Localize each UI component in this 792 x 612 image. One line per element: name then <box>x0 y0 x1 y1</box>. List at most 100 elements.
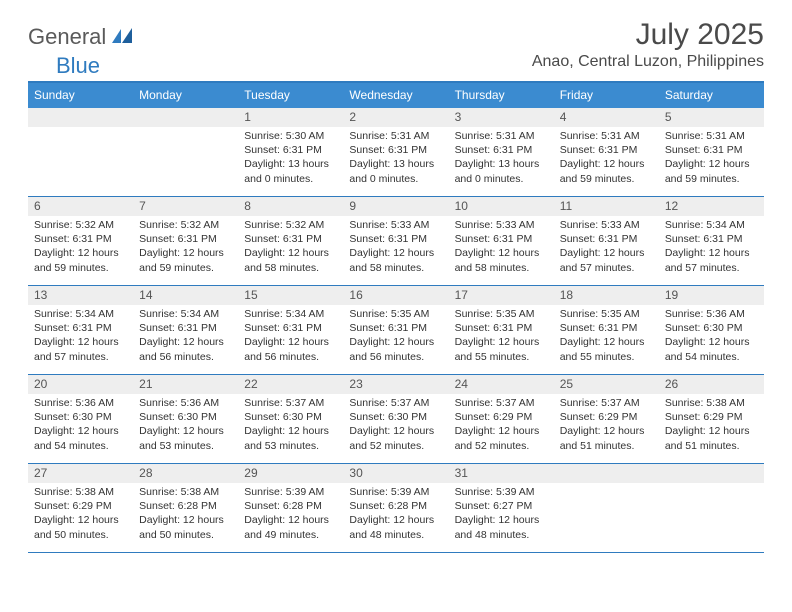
sunset-line: Sunset: 6:31 PM <box>349 321 442 335</box>
sunset-value: 6:27 PM <box>493 500 532 512</box>
sunset-value: 6:31 PM <box>493 233 532 245</box>
sunset-line: Sunset: 6:31 PM <box>139 321 232 335</box>
day-cell: 15Sunrise: 5:34 AMSunset: 6:31 PMDayligh… <box>238 286 343 374</box>
sunset-label: Sunset: <box>455 322 491 334</box>
sunset-value: 6:31 PM <box>388 144 427 156</box>
day-number: 9 <box>343 197 448 216</box>
title-block: July 2025 Anao, Central Luzon, Philippin… <box>532 18 764 71</box>
daylight-label: Daylight: <box>665 158 706 170</box>
sunrise-label: Sunrise: <box>455 308 494 320</box>
sunrise-value: 5:34 AM <box>706 219 745 231</box>
brand-logo: General <box>28 18 136 50</box>
weekday-header: Friday <box>554 83 659 108</box>
daylight-line: Daylight: 12 hours and 53 minutes. <box>139 424 232 452</box>
day-body <box>554 483 659 489</box>
day-number: 4 <box>554 108 659 127</box>
sunrise-value: 5:31 AM <box>706 130 745 142</box>
day-body: Sunrise: 5:38 AMSunset: 6:28 PMDaylight:… <box>133 483 238 546</box>
daylight-line: Daylight: 12 hours and 49 minutes. <box>244 513 337 541</box>
sunset-label: Sunset: <box>244 411 280 423</box>
sunrise-line: Sunrise: 5:37 AM <box>560 396 653 410</box>
sunset-value: 6:31 PM <box>493 322 532 334</box>
day-cell: 26Sunrise: 5:38 AMSunset: 6:29 PMDayligh… <box>659 375 764 463</box>
day-body: Sunrise: 5:34 AMSunset: 6:31 PMDaylight:… <box>659 216 764 279</box>
day-body: Sunrise: 5:37 AMSunset: 6:29 PMDaylight:… <box>449 394 554 457</box>
daylight-label: Daylight: <box>349 158 390 170</box>
day-body: Sunrise: 5:38 AMSunset: 6:29 PMDaylight:… <box>659 394 764 457</box>
daylight-line: Daylight: 13 hours and 0 minutes. <box>349 157 442 185</box>
sunset-line: Sunset: 6:29 PM <box>34 499 127 513</box>
daylight-label: Daylight: <box>455 336 496 348</box>
sunrise-label: Sunrise: <box>34 308 73 320</box>
day-number: 12 <box>659 197 764 216</box>
sunrise-line: Sunrise: 5:33 AM <box>455 218 548 232</box>
day-body: Sunrise: 5:31 AMSunset: 6:31 PMDaylight:… <box>659 127 764 190</box>
brand-mark-icon <box>112 26 134 49</box>
day-body: Sunrise: 5:33 AMSunset: 6:31 PMDaylight:… <box>343 216 448 279</box>
day-body: Sunrise: 5:32 AMSunset: 6:31 PMDaylight:… <box>133 216 238 279</box>
day-cell: 11Sunrise: 5:33 AMSunset: 6:31 PMDayligh… <box>554 197 659 285</box>
sunset-label: Sunset: <box>349 144 385 156</box>
daylight-label: Daylight: <box>34 336 75 348</box>
sunrise-label: Sunrise: <box>560 308 599 320</box>
day-body: Sunrise: 5:39 AMSunset: 6:27 PMDaylight:… <box>449 483 554 546</box>
sunrise-label: Sunrise: <box>455 486 494 498</box>
day-cell: 13Sunrise: 5:34 AMSunset: 6:31 PMDayligh… <box>28 286 133 374</box>
sunrise-line: Sunrise: 5:30 AM <box>244 129 337 143</box>
day-cell: 10Sunrise: 5:33 AMSunset: 6:31 PMDayligh… <box>449 197 554 285</box>
day-number <box>28 108 133 127</box>
sunrise-line: Sunrise: 5:39 AM <box>455 485 548 499</box>
day-body: Sunrise: 5:35 AMSunset: 6:31 PMDaylight:… <box>343 305 448 368</box>
sunrise-line: Sunrise: 5:39 AM <box>244 485 337 499</box>
daylight-line: Daylight: 12 hours and 56 minutes. <box>244 335 337 363</box>
sunset-line: Sunset: 6:31 PM <box>244 143 337 157</box>
sunset-line: Sunset: 6:28 PM <box>244 499 337 513</box>
daylight-line: Daylight: 12 hours and 54 minutes. <box>665 335 758 363</box>
daylight-label: Daylight: <box>139 336 180 348</box>
sunset-value: 6:30 PM <box>73 411 112 423</box>
weekday-header: Monday <box>133 83 238 108</box>
sunrise-value: 5:37 AM <box>286 397 325 409</box>
sunrise-label: Sunrise: <box>349 130 388 142</box>
sunset-line: Sunset: 6:31 PM <box>244 232 337 246</box>
daylight-label: Daylight: <box>34 247 75 259</box>
sunset-label: Sunset: <box>244 322 280 334</box>
day-number: 23 <box>343 375 448 394</box>
daylight-line: Daylight: 12 hours and 57 minutes. <box>665 246 758 274</box>
sunset-line: Sunset: 6:31 PM <box>34 321 127 335</box>
day-number: 22 <box>238 375 343 394</box>
day-number: 24 <box>449 375 554 394</box>
daylight-label: Daylight: <box>244 158 285 170</box>
daylight-label: Daylight: <box>34 514 75 526</box>
sunset-line: Sunset: 6:31 PM <box>455 232 548 246</box>
sunset-label: Sunset: <box>244 144 280 156</box>
day-number: 26 <box>659 375 764 394</box>
sunset-label: Sunset: <box>455 411 491 423</box>
day-body: Sunrise: 5:32 AMSunset: 6:31 PMDaylight:… <box>28 216 133 279</box>
daylight-label: Daylight: <box>455 425 496 437</box>
day-number: 8 <box>238 197 343 216</box>
day-number: 29 <box>238 464 343 483</box>
weekday-header: Wednesday <box>343 83 448 108</box>
sunrise-line: Sunrise: 5:31 AM <box>560 129 653 143</box>
day-body: Sunrise: 5:36 AMSunset: 6:30 PMDaylight:… <box>133 394 238 457</box>
sunset-line: Sunset: 6:30 PM <box>349 410 442 424</box>
sunrise-label: Sunrise: <box>455 130 494 142</box>
daylight-line: Daylight: 12 hours and 59 minutes. <box>139 246 232 274</box>
day-number: 15 <box>238 286 343 305</box>
day-number: 2 <box>343 108 448 127</box>
daylight-label: Daylight: <box>349 514 390 526</box>
calendar-page: General July 2025 Anao, Central Luzon, P… <box>0 0 792 563</box>
day-number: 16 <box>343 286 448 305</box>
daylight-label: Daylight: <box>139 425 180 437</box>
daylight-label: Daylight: <box>560 425 601 437</box>
sunrise-line: Sunrise: 5:33 AM <box>349 218 442 232</box>
sunrise-line: Sunrise: 5:37 AM <box>455 396 548 410</box>
day-number: 21 <box>133 375 238 394</box>
sunset-value: 6:31 PM <box>703 233 742 245</box>
sunrise-label: Sunrise: <box>139 486 178 498</box>
sunset-label: Sunset: <box>34 500 70 512</box>
day-body: Sunrise: 5:36 AMSunset: 6:30 PMDaylight:… <box>28 394 133 457</box>
day-body: Sunrise: 5:37 AMSunset: 6:29 PMDaylight:… <box>554 394 659 457</box>
daylight-line: Daylight: 12 hours and 55 minutes. <box>455 335 548 363</box>
